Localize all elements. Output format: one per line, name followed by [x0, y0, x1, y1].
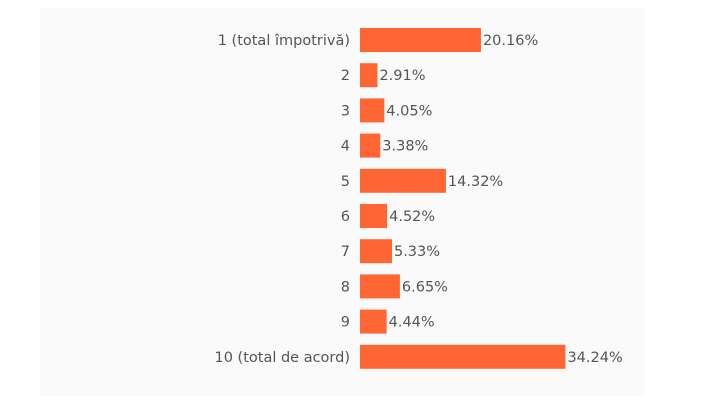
- bar: [360, 168, 446, 193]
- value-label: 14.32%: [448, 174, 503, 190]
- value-label: 3.38%: [382, 139, 428, 155]
- category-label: 4: [341, 139, 350, 155]
- bar: [360, 239, 392, 264]
- category-label: 6: [341, 209, 350, 225]
- category-label: 1 (total împotrivă): [218, 33, 350, 49]
- value-label: 4.52%: [389, 209, 435, 225]
- bar: [360, 28, 481, 52]
- bar: [360, 98, 385, 123]
- bar: [360, 63, 378, 88]
- category-label: 8: [341, 279, 350, 295]
- category-label: 2: [341, 68, 350, 84]
- bar: [360, 204, 388, 228]
- value-label: 20.16%: [483, 33, 538, 49]
- bar: [360, 133, 381, 158]
- chart-panel: [40, 8, 645, 396]
- value-label: 34.24%: [567, 350, 622, 366]
- category-label: 3: [341, 103, 350, 119]
- bar: [360, 309, 387, 334]
- category-label: 5: [341, 174, 350, 190]
- category-label: 9: [341, 315, 350, 331]
- category-label: 10 (total de acord): [214, 350, 350, 366]
- category-label: 7: [341, 244, 350, 260]
- value-label: 4.05%: [386, 103, 432, 119]
- value-label: 4.44%: [389, 315, 435, 331]
- value-label: 6.65%: [402, 279, 448, 295]
- bar: [360, 274, 400, 299]
- value-label: 2.91%: [379, 68, 425, 84]
- value-label: 5.33%: [394, 244, 440, 260]
- bar: [360, 344, 566, 369]
